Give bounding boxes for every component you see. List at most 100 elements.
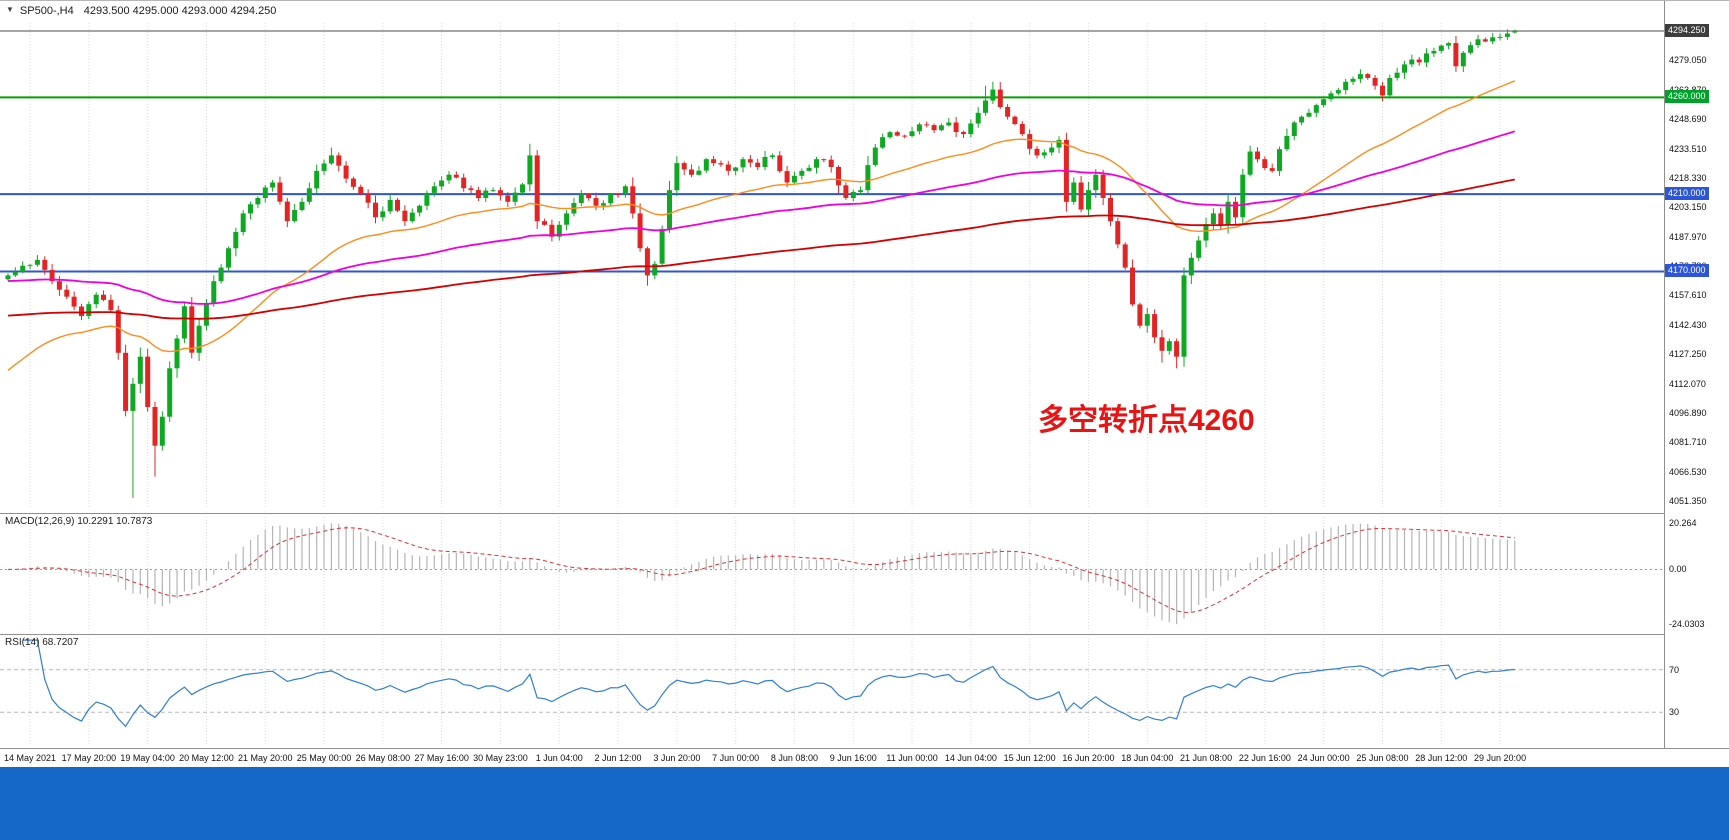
candle-body xyxy=(674,163,680,191)
candle-body xyxy=(549,224,555,237)
candle-body xyxy=(1115,221,1121,245)
candle-body xyxy=(1086,190,1091,210)
candle-body xyxy=(1093,174,1099,191)
price-tick-label: 4279.050 xyxy=(1669,55,1707,66)
taskbar[interactable] xyxy=(0,767,1729,840)
candle-body xyxy=(747,159,753,163)
candle-body xyxy=(806,167,812,171)
candle-body xyxy=(1306,112,1312,117)
rsi-indicator-label: RSI(14) 68.7207 xyxy=(5,637,79,648)
candle-body xyxy=(961,132,966,135)
candle-body xyxy=(387,199,393,212)
time-label: 19 May 04:00 xyxy=(120,753,175,763)
candle-body xyxy=(373,202,378,218)
candle-body xyxy=(1424,53,1429,63)
price-axis-separator xyxy=(1664,1,1665,748)
chart-canvas[interactable] xyxy=(0,1,1664,748)
candle-body xyxy=(1049,147,1055,153)
candle-body xyxy=(1357,74,1363,79)
candle-body xyxy=(505,195,511,202)
price-tick-label: 4263.870 xyxy=(1669,85,1707,95)
candle-body xyxy=(630,186,636,214)
candle-body xyxy=(1328,93,1334,100)
candle-body xyxy=(703,159,709,171)
price-tag: 4170.000 xyxy=(1665,264,1709,278)
candle-body xyxy=(784,171,790,183)
candle-body xyxy=(821,159,827,161)
time-label: 25 Jun 08:00 xyxy=(1356,753,1409,763)
candle-body xyxy=(299,201,305,210)
candle-body xyxy=(255,198,261,205)
candle-body xyxy=(534,155,540,222)
candle-body xyxy=(814,159,819,168)
candle-body xyxy=(1041,152,1047,156)
candle-body xyxy=(733,167,739,171)
candle-body xyxy=(218,267,224,282)
candle-body xyxy=(49,269,55,282)
candle-body xyxy=(211,281,217,304)
candle-body xyxy=(86,304,92,316)
price-tick-label: 4218.330 xyxy=(1669,172,1707,183)
candle-body xyxy=(108,299,114,311)
candle-body xyxy=(755,162,761,167)
candle-body xyxy=(872,147,878,165)
candle-body xyxy=(321,163,327,171)
macd-panel-separator[interactable] xyxy=(0,513,1729,514)
candle-body xyxy=(1321,99,1327,106)
candle-body xyxy=(358,186,364,195)
candle-body xyxy=(1225,201,1231,225)
time-label: 2 Jun 12:00 xyxy=(594,753,642,763)
rsi-panel-separator[interactable] xyxy=(0,634,1729,635)
candle-body xyxy=(1078,182,1084,210)
candle-body xyxy=(79,306,84,316)
candle-body xyxy=(27,264,33,266)
candle-body xyxy=(1416,59,1422,63)
candle-body xyxy=(608,194,614,204)
macd-axis-label: -24.0303 xyxy=(1669,619,1705,630)
candle-body xyxy=(836,167,841,186)
candle-body xyxy=(453,174,459,178)
candle-body xyxy=(968,123,974,135)
candle-body xyxy=(512,192,518,202)
time-label: 14 Jun 04:00 xyxy=(944,753,997,763)
price-tick-label: 4112.070 xyxy=(1669,378,1706,389)
time-label: 17 May 20:00 xyxy=(61,753,117,763)
candle-body xyxy=(1100,174,1106,198)
candle-body xyxy=(622,186,628,195)
candle-body xyxy=(667,190,672,229)
candle-body xyxy=(1387,78,1393,96)
candle-body xyxy=(931,125,937,131)
candle-body xyxy=(542,221,547,225)
candle-body xyxy=(520,184,525,193)
candle-body xyxy=(93,294,99,305)
candle-body xyxy=(909,131,915,136)
candle-body xyxy=(439,180,445,187)
time-axis[interactable]: 14 May 2021 17 May 20:00 19 May 04:00 20 Ma… xyxy=(0,748,1729,767)
candle-body xyxy=(5,275,11,280)
candle-body xyxy=(1299,116,1305,123)
candle-body xyxy=(865,165,871,191)
candle-body xyxy=(56,281,62,290)
candle-body xyxy=(1012,116,1018,124)
candle-body xyxy=(328,155,334,164)
candle-body xyxy=(1240,174,1246,218)
chart-annotation-text[interactable]: 多空转折点4260 xyxy=(1038,404,1255,437)
candle-body xyxy=(248,204,253,214)
candle-body xyxy=(938,125,944,131)
candle-body xyxy=(417,205,423,213)
candle-body xyxy=(1380,85,1385,96)
chart-collapse-icon[interactable]: ▼ xyxy=(6,5,14,14)
candle-body xyxy=(1019,124,1025,135)
time-label: 8 Jun 08:00 xyxy=(770,753,818,763)
price-axis[interactable]: 4279.050 4263.870 4248.690 4233.510 4218.330… xyxy=(1665,1,1729,748)
candle-body xyxy=(1130,267,1135,305)
candle-body xyxy=(983,100,988,113)
price-tick-label: 4233.510 xyxy=(1669,143,1707,154)
main-chart-header: ▼ SP500-,H4 4293.500 4295.000 4293.000 429… xyxy=(6,5,276,17)
candle-body xyxy=(1490,37,1496,42)
candle-body xyxy=(946,122,952,126)
candle-body xyxy=(1431,50,1437,54)
candle-body xyxy=(409,212,415,222)
candle-body xyxy=(1277,149,1282,171)
candle-body xyxy=(1152,314,1158,338)
